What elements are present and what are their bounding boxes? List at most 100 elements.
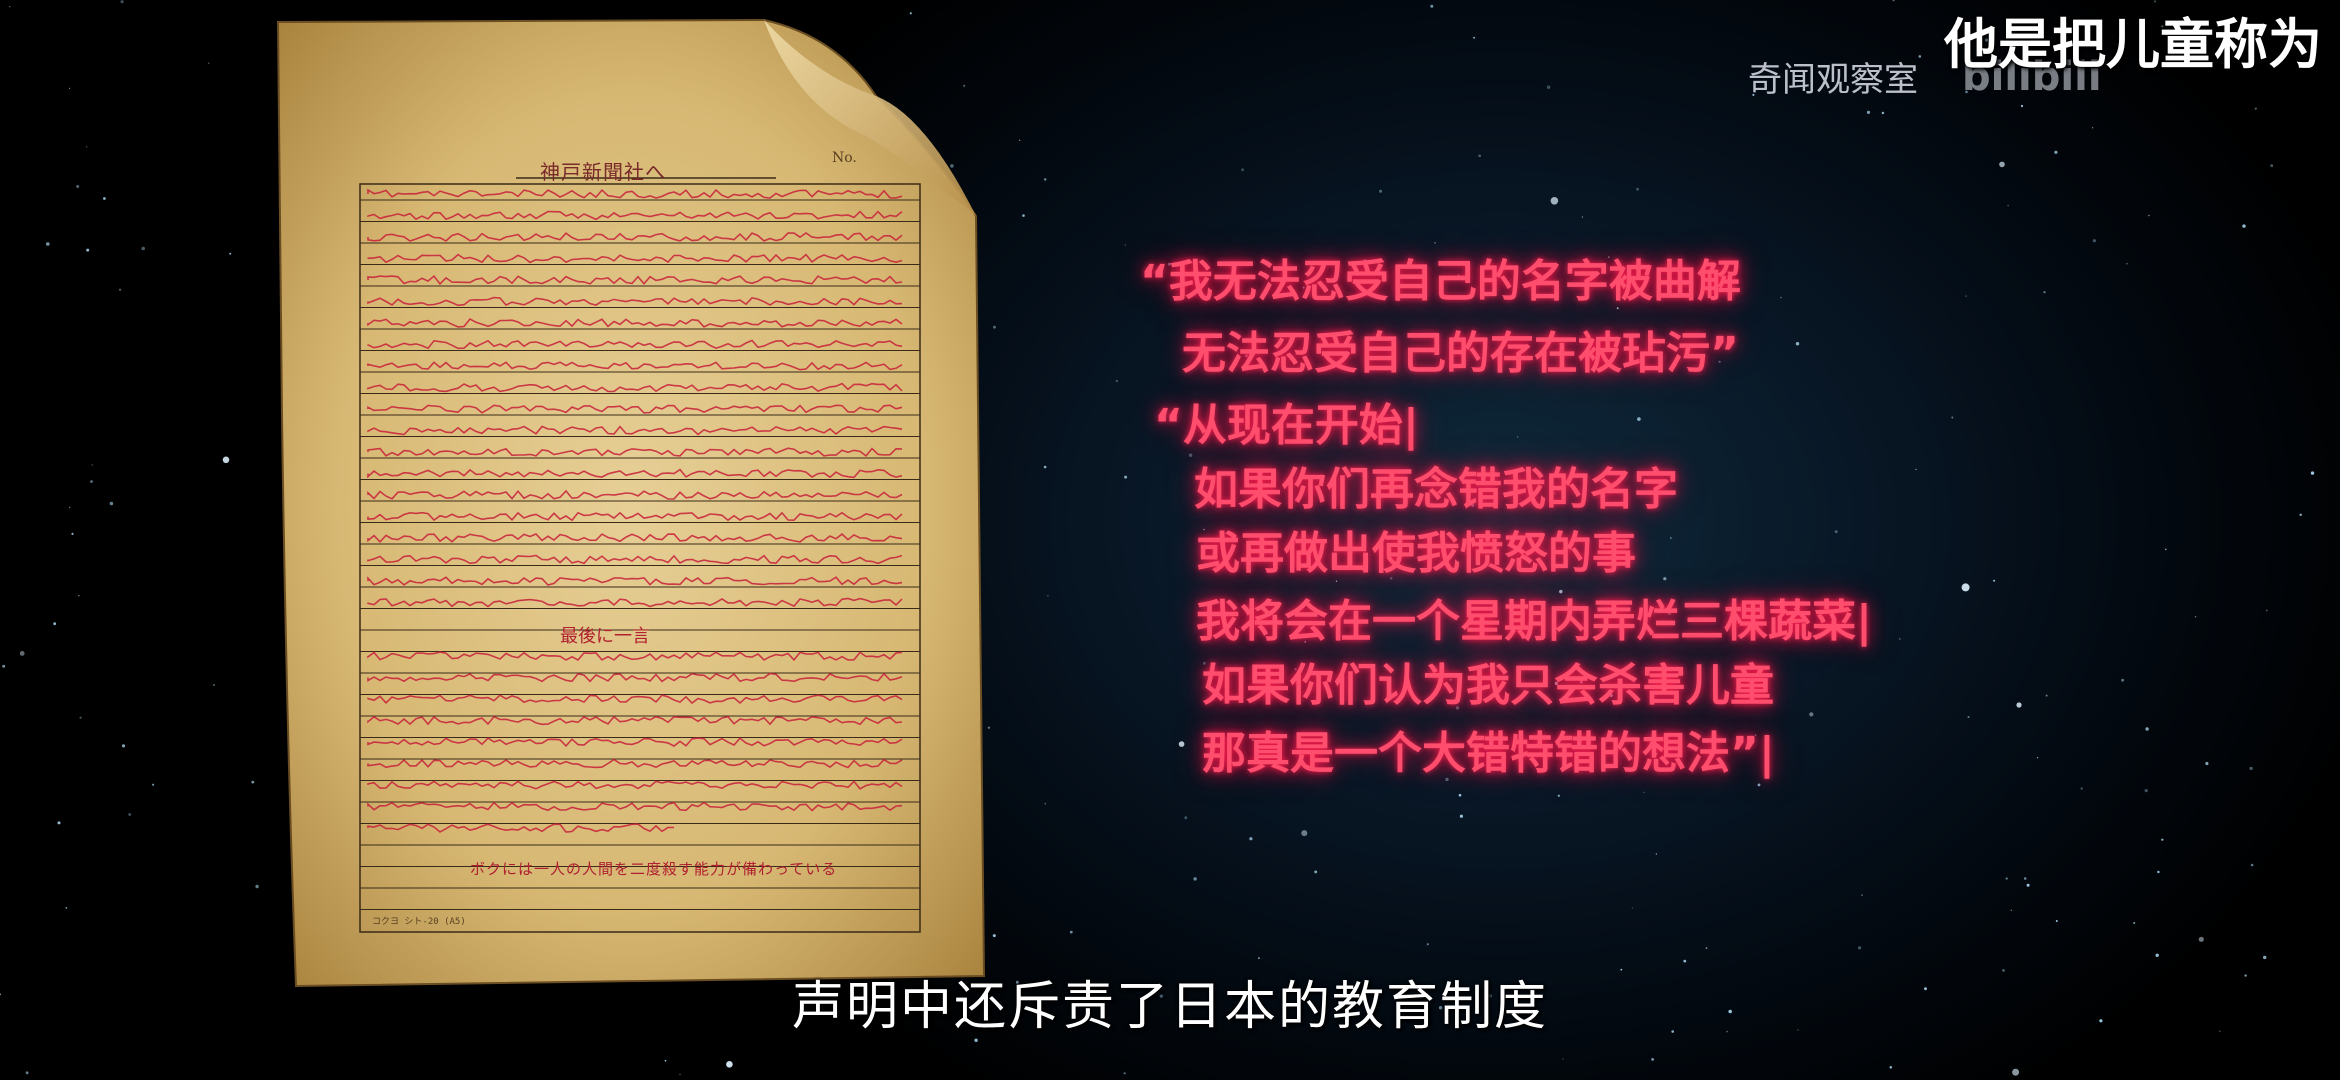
star-dot	[91, 464, 93, 466]
star-dot	[2092, 239, 2096, 243]
star-dot	[1389, 576, 1393, 580]
star-dot	[120, 0, 124, 4]
star-dot	[1961, 583, 1970, 592]
star-dot	[1228, 554, 1231, 557]
star-dot	[1554, 681, 1559, 686]
star-dot	[1809, 712, 1814, 717]
handwriting-stroke	[367, 468, 903, 479]
handwriting-stroke	[367, 274, 903, 286]
star-dot	[1993, 579, 1996, 582]
star-dot	[208, 62, 210, 64]
letter-title: 神戸新聞社へ	[540, 160, 666, 184]
star-dot	[255, 884, 259, 889]
video-subtitle: 声明中还斥责了日本的教育制度	[791, 977, 1548, 1037]
star-dot	[1438, 1006, 1443, 1010]
star-dot	[1752, 93, 1755, 96]
star-dot	[2194, 615, 2197, 618]
star-dot	[2020, 104, 2024, 108]
star-dot	[1861, 894, 1863, 896]
star-dot	[664, 1059, 667, 1062]
letter-closing-line: ボクには一人の人間を二度殺す能力が備わっている	[470, 860, 838, 878]
star-dot	[2010, 909, 2013, 911]
handwriting-stroke	[367, 188, 903, 199]
star-dot	[2299, 513, 2302, 516]
star-dot	[71, 532, 74, 536]
star-dot	[1643, 791, 1645, 794]
star-dot	[1335, 580, 1338, 582]
handwritten-letter-image	[276, 18, 986, 988]
star-dot	[1069, 930, 1073, 934]
star-dot	[1241, 168, 1244, 172]
handwriting-stroke	[367, 780, 903, 790]
star-dot	[69, 87, 71, 89]
star-dot	[2161, 25, 2164, 28]
star-dot	[19, 651, 25, 656]
handwriting-stroke	[367, 533, 903, 543]
star-dot	[2164, 548, 2167, 551]
star-dot	[1278, 435, 1281, 438]
star-dot	[2005, 877, 2008, 880]
star-dot	[1019, 139, 1021, 141]
star-dot	[1889, 1066, 1893, 1069]
star-dot	[2043, 291, 2046, 294]
star-dot	[2219, 1030, 2221, 1032]
star-dot	[992, 934, 996, 938]
star-dot	[909, 12, 912, 15]
quote-line: “从现在开始|	[1154, 400, 1419, 451]
handwriting-stroke	[367, 339, 903, 350]
star-dot	[1455, 706, 1460, 710]
star-dot	[1655, 752, 1658, 756]
star-dot	[2205, 761, 2209, 766]
star-dot	[1637, 417, 1641, 421]
star-dot	[987, 726, 991, 729]
star-dot	[68, 506, 71, 509]
star-dot	[1184, 816, 1188, 820]
star-dot	[2036, 757, 2039, 759]
star-dot	[1445, 777, 1449, 782]
handwriting-stroke	[367, 823, 675, 833]
star-dot	[9, 5, 11, 8]
star-dot	[1314, 870, 1318, 874]
quote-line: 我将会在一个星期内弄烂三棵蔬菜|	[1196, 596, 1873, 647]
star-dot	[121, 744, 126, 748]
star-dot	[974, 1038, 978, 1043]
star-dot	[1022, 214, 1025, 217]
star-dot	[1999, 161, 2005, 168]
star-dot	[1546, 85, 1551, 89]
star-dot	[2270, 164, 2274, 168]
star-dot	[1757, 783, 1761, 787]
star-dot	[679, 1073, 681, 1076]
paper-border	[359, 183, 921, 933]
star-dot	[1607, 256, 1610, 258]
star-dot	[1834, 530, 1838, 534]
handwriting-stroke	[367, 296, 903, 307]
handwriting-stroke	[367, 425, 903, 436]
star-dot	[1485, 543, 1488, 546]
star-dot	[1951, 416, 1954, 419]
star-dot	[1471, 503, 1475, 507]
star-dot	[2148, 214, 2150, 217]
star-dot	[1858, 946, 1862, 950]
star-dot	[222, 456, 230, 464]
handwriting-stroke	[367, 715, 903, 726]
handwriting-stroke	[367, 253, 903, 264]
star-dot	[1726, 1030, 1728, 1033]
handwriting-stroke	[367, 758, 903, 769]
star-dot	[1795, 342, 1800, 346]
star-dot	[1550, 197, 1559, 205]
star-dot	[65, 907, 68, 909]
letter-number-label: No.	[832, 150, 857, 166]
handwriting-stroke	[367, 210, 903, 221]
star-dot	[251, 780, 255, 784]
handwriting-stroke	[367, 317, 903, 328]
star-dot	[2198, 936, 2204, 942]
star-dot	[1294, 668, 1297, 671]
star-dot	[1434, 242, 1436, 244]
star-dot	[57, 821, 61, 825]
star-dot	[90, 480, 93, 483]
handwriting-stroke	[367, 554, 903, 565]
star-dot	[1655, 853, 1658, 855]
star-dot	[2145, 727, 2149, 731]
handwriting-stroke	[367, 361, 903, 371]
